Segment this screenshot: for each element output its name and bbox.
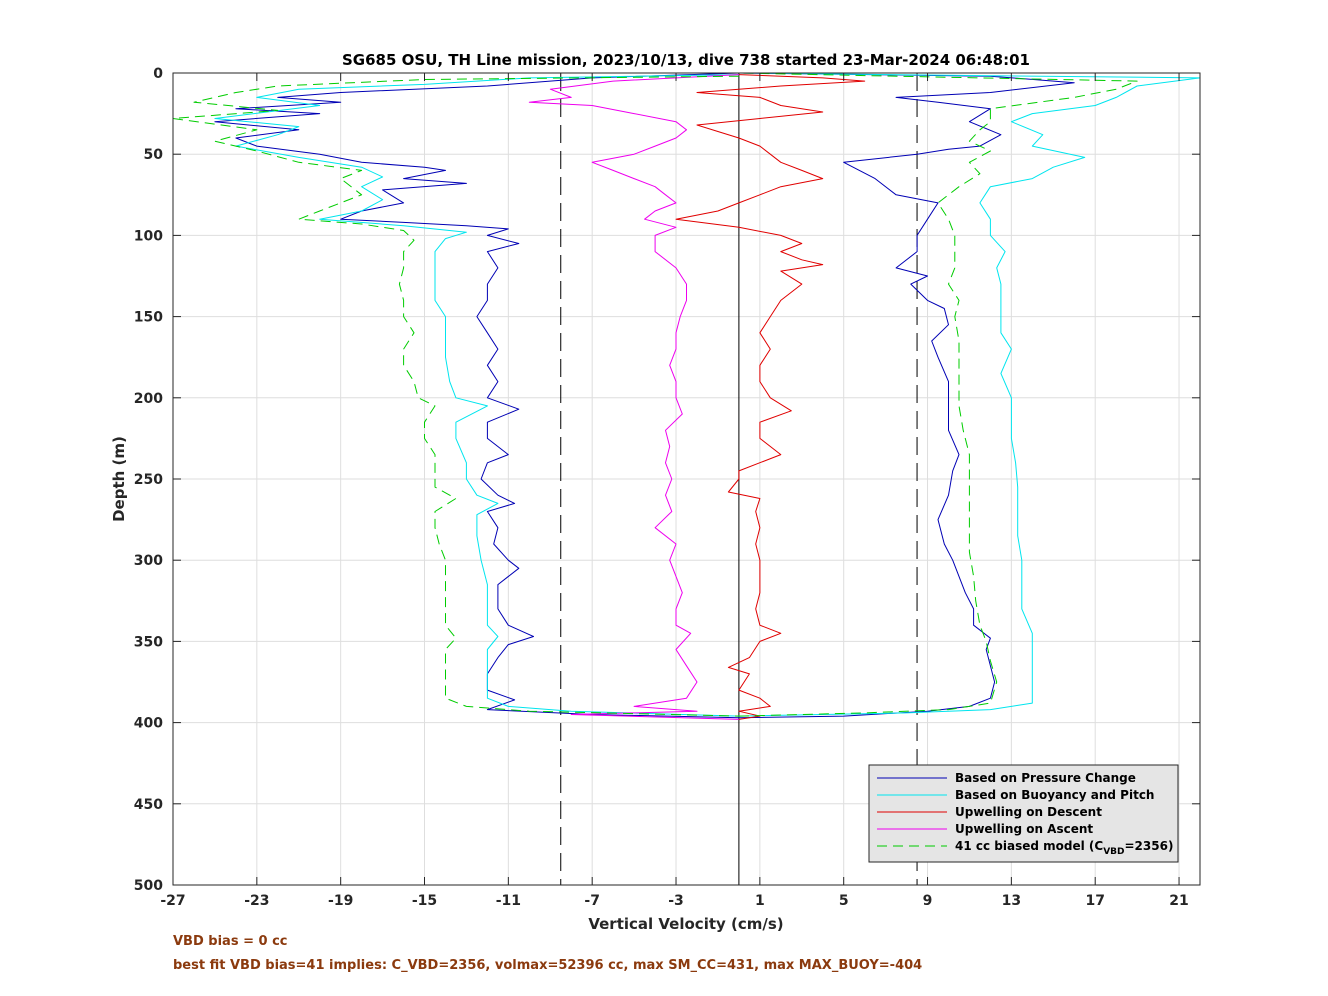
x-tick-label: 9 <box>923 893 933 909</box>
legend-entry-label: Based on Buoyancy and Pitch <box>955 788 1154 802</box>
data-series <box>172 72 1201 720</box>
x-tick-label: 1 <box>755 893 765 909</box>
series-upwelling_ascent <box>528 74 739 720</box>
y-tick-labels: 0 50 100 150 200 250 300 350 400 450 500 <box>134 66 163 894</box>
vbd-bias-note: VBD bias = 0 cc <box>173 934 288 949</box>
y-tick-label: 300 <box>134 553 163 569</box>
legend-label-subscript: VBD <box>1103 847 1124 857</box>
series-buoyancy_descent <box>214 74 739 717</box>
y-tick-label: 100 <box>134 228 163 244</box>
y-tick-label: 400 <box>134 716 163 732</box>
y-tick-label: 350 <box>134 634 163 650</box>
x-tick-label: -19 <box>328 893 353 909</box>
axis-ticks <box>172 72 1200 886</box>
x-tick-label: -3 <box>668 893 684 909</box>
legend: Based on Pressure Change Based on Buoyanc… <box>868 764 1179 863</box>
legend-entry-label: Based on Pressure Change <box>955 771 1136 785</box>
x-tick-label: -23 <box>244 893 269 909</box>
series-model_descent <box>172 75 739 717</box>
x-tick-label: 17 <box>1085 893 1104 909</box>
x-axis-label: Vertical Velocity (cm/s) <box>588 915 783 933</box>
x-tick-label: -7 <box>584 893 600 909</box>
legend-entry-label: Upwelling on Descent <box>955 805 1102 819</box>
series-buoyancy_ascent <box>738 72 1201 717</box>
x-tick-label: -15 <box>412 893 437 909</box>
best-fit-note: best fit VBD bias=41 implies: C_VBD=2356… <box>173 958 923 973</box>
legend-entry-label: 41 cc biased model (CVBD=2356) <box>955 839 1173 857</box>
y-tick-label: 0 <box>153 66 163 82</box>
y-axis-label: Depth (m) <box>110 436 128 522</box>
series-pressure_descent <box>214 72 739 719</box>
x-tick-label: 21 <box>1169 893 1188 909</box>
x-tick-label: 13 <box>1002 893 1021 909</box>
y-tick-label: 450 <box>134 797 163 813</box>
x-tick-label: -27 <box>160 893 185 909</box>
y-tick-label: 500 <box>134 878 163 894</box>
legend-label-main: 41 cc biased model (C <box>955 839 1103 853</box>
series-model_ascent <box>738 72 1138 717</box>
series-upwelling_descent <box>675 74 866 720</box>
x-tick-label: 5 <box>839 893 849 909</box>
legend-entry-label: Upwelling on Ascent <box>955 822 1093 836</box>
x-tick-label: -11 <box>496 893 521 909</box>
y-tick-label: 250 <box>134 472 163 488</box>
y-tick-label: 150 <box>134 310 163 326</box>
legend-label-tail: =2356) <box>1125 839 1174 853</box>
x-tick-labels: -27 -23 -19 -15 -11 -7 -3 1 5 9 13 17 21 <box>160 893 1188 909</box>
legend-box <box>868 764 1179 863</box>
y-tick-label: 200 <box>134 391 163 407</box>
y-tick-label: 50 <box>144 147 164 163</box>
series-pressure_ascent <box>738 72 1075 719</box>
chart-title: SG685 OSU, TH Line mission, 2023/10/13, … <box>342 51 1030 69</box>
grid-lines <box>172 72 1200 886</box>
